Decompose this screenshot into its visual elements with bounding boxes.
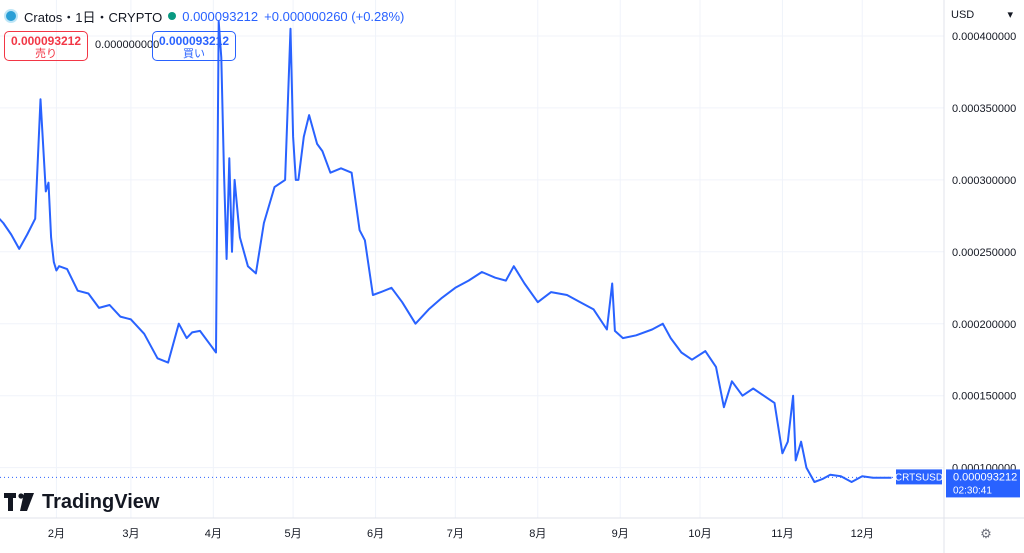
sell-price: 0.000093212 [10,34,82,48]
buy-label: 買い [183,48,205,60]
sell-button[interactable]: 0.000093212 売り [4,31,88,61]
tradingview-watermark[interactable]: TradingView [4,490,159,514]
x-tick-label: 3月 [122,528,139,540]
watermark-text: TradingView [42,490,160,513]
sell-label: 売り [35,48,57,60]
buy-price: 0.000093212 [158,34,230,48]
price-change: +0.000000260 (+0.28%) [264,8,405,24]
x-tick-label: 4月 [205,528,222,540]
y-tick-label: 0.000200000 [952,319,1016,331]
x-tick-label: 11月 [771,528,793,540]
settings-gear-icon[interactable]: ⚙ [980,526,992,541]
coin-icon [4,9,18,23]
bar-countdown-label: 02:30:41 [953,485,992,496]
currency-value: USD [951,9,975,21]
chevron-down-icon: ▾ [1007,9,1013,21]
y-tick-label: 0.000300000 [952,175,1016,187]
y-tick-label: 0.000400000 [952,31,1016,43]
last-price-label: 0.000093212 [953,471,1017,483]
last-price-label-box [946,469,1020,498]
x-tick-label: 5月 [285,528,302,540]
y-tick-label: 0.000350000 [952,103,1016,115]
price-series-line [0,20,892,483]
symbol-header: Cratos・1日・CRYPTO 0.000093212 +0.00000026… [4,6,404,26]
live-dot-icon [168,12,177,20]
y-tick-label: 0.000150000 [952,391,1016,403]
spread-value: 0.000000000 [95,39,160,51]
x-tick-label: 2月 [48,528,65,540]
tradingview-logo-icon [4,493,34,511]
symbol-title[interactable]: Cratos・1日・CRYPTO [24,9,163,25]
x-tick-label: 9月 [612,528,629,540]
x-tick-label: 6月 [367,528,384,540]
x-tick-label: 12月 [851,528,874,540]
x-tick-label: 7月 [447,528,464,540]
x-tick-label: 10月 [688,528,711,540]
last-price: 0.000093212 [182,8,259,24]
symbol-tag-box [896,469,942,485]
y-tick-label: 0.000250000 [952,247,1016,259]
symbol-tag-label: CRTSUSD [895,472,943,483]
x-tick-label: 8月 [529,528,546,540]
buy-button[interactable]: 0.000093212 買い [152,31,236,61]
currency-select[interactable]: USD ▾ [947,4,1019,26]
